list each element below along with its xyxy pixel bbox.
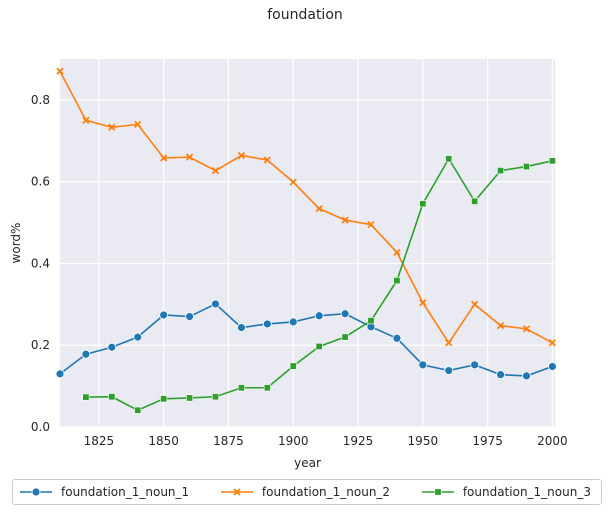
y-tick-label: 0.4 bbox=[31, 256, 50, 270]
legend-marker bbox=[434, 488, 442, 496]
legend-item: foundation_1_noun_3 bbox=[421, 485, 591, 499]
series-layer bbox=[55, 67, 557, 414]
data-point bbox=[288, 317, 298, 327]
data-point bbox=[82, 116, 90, 124]
legend-label: foundation_1_noun_3 bbox=[462, 485, 591, 499]
data-point bbox=[548, 157, 556, 165]
data-point bbox=[185, 153, 194, 161]
data-point bbox=[160, 395, 168, 403]
data-point bbox=[471, 300, 479, 308]
data-point bbox=[548, 362, 557, 371]
data-point bbox=[470, 360, 480, 370]
y-axis-label: word% bbox=[9, 223, 23, 264]
x-tick-label: 1825 bbox=[84, 434, 115, 448]
x-tick-label: 2000 bbox=[537, 434, 568, 448]
data-point bbox=[315, 205, 323, 213]
data-point bbox=[107, 342, 117, 352]
data-point bbox=[108, 393, 116, 401]
data-point bbox=[496, 370, 505, 380]
legend-label: foundation_1_noun_1 bbox=[61, 485, 190, 499]
series-foundation_1_noun_2 bbox=[56, 67, 557, 347]
data-point bbox=[185, 312, 194, 322]
chart-title: foundation bbox=[267, 7, 343, 23]
y-tick-label: 0.0 bbox=[31, 420, 50, 434]
legend: foundation_1_noun_1 foundation_1_noun_2 fo… bbox=[12, 479, 602, 505]
x-tick-label: 1925 bbox=[343, 434, 374, 448]
y-tick-label: 0.8 bbox=[31, 93, 50, 107]
data-point bbox=[315, 342, 323, 350]
data-point bbox=[496, 321, 505, 330]
series-line bbox=[59, 70, 553, 345]
legend-marker bbox=[233, 488, 241, 496]
data-point bbox=[237, 384, 245, 392]
data-point bbox=[56, 67, 64, 75]
legend-item: foundation_1_noun_2 bbox=[220, 485, 390, 499]
data-point bbox=[445, 339, 453, 347]
data-point bbox=[289, 178, 297, 186]
legend-item: foundation_1_noun_1 bbox=[19, 485, 189, 499]
data-point bbox=[497, 167, 505, 175]
data-point bbox=[445, 155, 453, 163]
data-point bbox=[341, 333, 349, 341]
data-point bbox=[133, 332, 143, 342]
series-foundation_1_noun_3 bbox=[82, 155, 556, 414]
y-tick-label: 0.6 bbox=[31, 175, 50, 189]
data-point bbox=[211, 299, 220, 309]
data-point bbox=[471, 197, 479, 205]
legend-swatch bbox=[20, 487, 52, 497]
data-point bbox=[367, 220, 375, 229]
legend-label: foundation_1_noun_2 bbox=[261, 485, 391, 499]
x-tick-label: 1950 bbox=[408, 434, 439, 448]
data-point bbox=[522, 163, 530, 171]
legend-swatch bbox=[421, 488, 454, 496]
data-point bbox=[262, 319, 272, 329]
data-point bbox=[393, 277, 401, 285]
x-tick-label: 1875 bbox=[213, 434, 244, 448]
data-point bbox=[134, 120, 142, 129]
data-point bbox=[289, 362, 297, 370]
data-point bbox=[134, 406, 142, 414]
data-point bbox=[160, 154, 168, 162]
data-point bbox=[159, 310, 169, 320]
data-point bbox=[419, 299, 427, 307]
data-point bbox=[81, 349, 91, 359]
x-tick-label: 1900 bbox=[278, 434, 309, 448]
tick-labels: 1825 1850 1875 1900 1925 1950 1975 2000 0.0 0.2 0.… bbox=[31, 93, 568, 448]
x-tick-label: 1850 bbox=[148, 434, 179, 448]
data-point bbox=[211, 166, 220, 175]
data-point bbox=[55, 369, 65, 379]
data-point bbox=[263, 384, 271, 392]
data-point bbox=[82, 393, 90, 401]
data-point bbox=[418, 360, 428, 370]
data-point bbox=[393, 248, 401, 257]
y-tick-label: 0.2 bbox=[31, 338, 50, 352]
series-foundation_1_noun_1 bbox=[55, 299, 557, 381]
data-point bbox=[548, 339, 557, 347]
data-point bbox=[314, 311, 324, 321]
data-point bbox=[211, 393, 219, 401]
data-point bbox=[522, 325, 531, 333]
x-axis-label: year bbox=[294, 456, 321, 470]
data-point bbox=[419, 200, 427, 208]
plot-background bbox=[60, 59, 555, 427]
series-line bbox=[59, 302, 553, 377]
data-point bbox=[392, 333, 402, 343]
data-point bbox=[186, 394, 194, 402]
data-point bbox=[237, 323, 246, 333]
data-point bbox=[522, 371, 531, 381]
legend-marker bbox=[31, 487, 41, 497]
data-point bbox=[341, 216, 349, 224]
legend-swatch bbox=[220, 488, 253, 496]
data-point bbox=[237, 151, 246, 160]
x-tick-label: 1975 bbox=[472, 434, 503, 448]
data-point bbox=[367, 317, 375, 325]
data-point bbox=[108, 123, 116, 131]
data-point bbox=[340, 309, 350, 319]
data-point bbox=[263, 156, 271, 164]
data-point bbox=[444, 366, 454, 375]
